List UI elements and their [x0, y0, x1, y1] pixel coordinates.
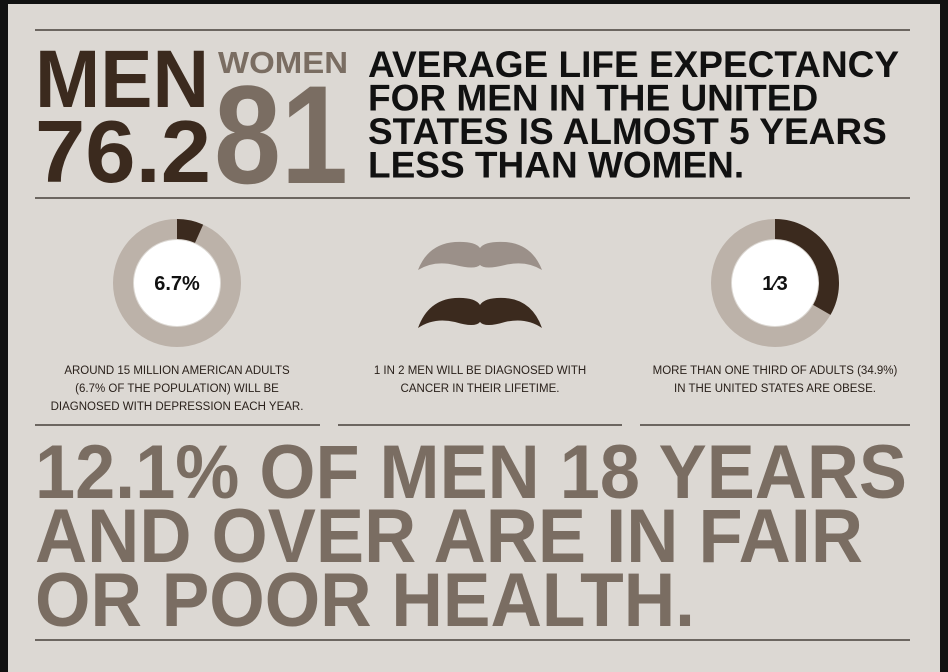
footer-line: 12.1% OF MEN 18 YEARS	[35, 430, 907, 515]
headline-line: AVERAGE LIFE EXPECTANCY	[368, 44, 899, 85]
mustache-dark	[418, 297, 542, 328]
stats: 6.7% AROUND 15 MILLION AMERICAN ADULTS (6.…	[51, 219, 898, 413]
caption: DIAGNOSED WITH DEPRESSION EACH YEAR.	[51, 401, 304, 413]
men-label: MEN	[35, 34, 209, 125]
men-value: 76.2	[35, 102, 211, 201]
women-value: 81	[214, 56, 348, 213]
mustache-light	[418, 241, 542, 270]
donut-center	[134, 240, 220, 326]
donut-label: 6.7%	[154, 273, 200, 295]
caption: IN THE UNITED STATES ARE OBESE.	[674, 383, 876, 395]
caption: CANCER IN THEIR LIFETIME.	[401, 383, 560, 395]
footer-line: AND OVER ARE IN FAIR	[35, 494, 863, 579]
headline-line: STATES IS ALMOST 5 YEARS	[368, 111, 887, 152]
donut-arc	[774, 219, 839, 315]
donut-label: 1⁄3	[762, 273, 788, 295]
caption: (6.7% OF THE POPULATION) WILL BE	[75, 383, 279, 395]
caption: 1 IN 2 MEN WILL BE DIAGNOSED WITH	[374, 365, 586, 377]
rules	[35, 29, 910, 641]
headline-line: LESS THAN WOMEN.	[368, 145, 744, 186]
footer-line: OR POOR HEALTH.	[35, 558, 695, 643]
donut-center	[732, 240, 818, 326]
caption: MORE THAN ONE THIRD OF ADULTS (34.9%)	[653, 365, 898, 377]
donut-arc	[176, 219, 204, 244]
women-label: WOMEN	[218, 45, 348, 80]
headline-line: FOR MEN IN THE UNITED	[368, 78, 818, 119]
caption: AROUND 15 MILLION AMERICAN ADULTS	[64, 365, 290, 377]
